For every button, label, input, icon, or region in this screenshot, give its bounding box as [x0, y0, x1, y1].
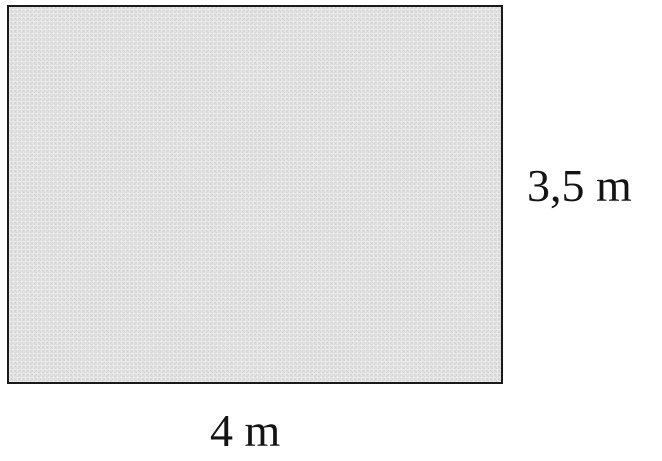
width-dimension-label: 4 m: [210, 405, 281, 456]
rectangle-shape: [7, 5, 503, 384]
height-dimension-label: 3,5 m: [527, 160, 632, 211]
